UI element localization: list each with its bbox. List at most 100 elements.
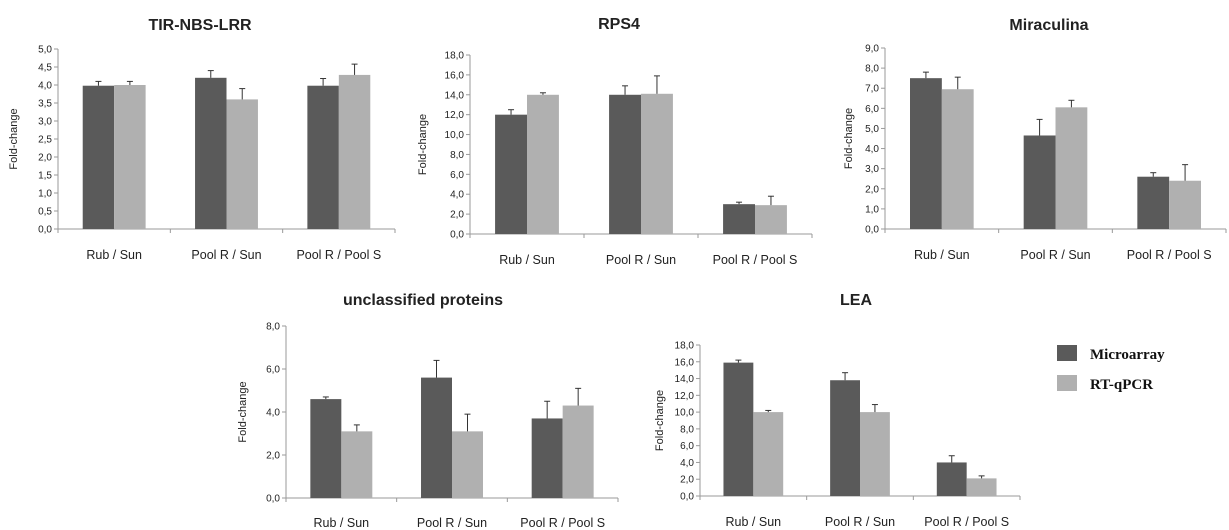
chart-panel-miraculina: Miraculina Fold-change 0,0 1,0 2,0 3,0 4,0 5,0 6… (843, 17, 1227, 262)
x-category-label: Pool R / Sun (606, 253, 676, 267)
y-tick-label: 14,0 (675, 374, 695, 385)
y-tick-label: 6,0 (865, 104, 879, 115)
bar-rtqpcr (338, 74, 371, 229)
bar-microarray (723, 362, 754, 496)
y-axis-label: Fold-change (843, 108, 855, 169)
y-tick-label: 8,0 (865, 64, 879, 75)
bar-microarray (723, 204, 755, 234)
chart-title: unclassified proteins (343, 292, 503, 309)
y-tick-label: 0,0 (680, 492, 694, 503)
y-axis-label: Fold-change (654, 390, 666, 451)
bar-microarray (936, 462, 967, 496)
chart-panel-rps4: RPS4 Fold-change 0,0 2,0 4,0 6,0 8,0 10,0 12,0 14… (417, 16, 813, 267)
y-tick-label: 3,5 (38, 99, 52, 110)
y-axis-label: Fold-change (8, 108, 20, 169)
y-tick-label: 6,0 (450, 170, 464, 181)
bar-rtqpcr (452, 431, 483, 498)
y-tick-label: 3,0 (38, 117, 52, 128)
bar-microarray (1137, 176, 1170, 229)
y-tick-label: 3,0 (865, 164, 879, 175)
y-tick-label: 0,0 (38, 225, 52, 236)
bar-rtqpcr (562, 405, 594, 498)
y-tick-label: 0,0 (865, 225, 879, 236)
x-category-label: Rub / Sun (914, 248, 970, 262)
panels: TIR-NBS-LRR Fold-change 0,0 0,5 1,0 1,5 2,0 2,5… (8, 16, 1227, 530)
bar-rtqpcr (226, 99, 258, 230)
y-tick-label: 5,0 (865, 124, 879, 135)
x-category-label: Pool R / Sun (417, 516, 487, 530)
bar-microarray (495, 114, 527, 234)
y-tick-label: 2,5 (38, 135, 52, 146)
y-tick-label: 7,0 (865, 84, 879, 95)
x-category-label: Rub / Sun (499, 253, 555, 267)
y-tick-label: 18,0 (675, 341, 695, 352)
bar-microarray (531, 418, 563, 498)
y-tick-label: 5,0 (38, 45, 52, 56)
y-tick-label: 2,0 (266, 451, 280, 462)
x-category-label: Pool R / Sun (1020, 248, 1090, 262)
legend-swatch-rtqpcr (1057, 375, 1077, 391)
y-tick-label: 16,0 (445, 70, 465, 81)
y-axis-label: Fold-change (237, 381, 249, 442)
legend-label-microarray: Microarray (1090, 347, 1165, 363)
x-category-label: Pool R / Pool S (1127, 248, 1212, 262)
chart-panel-tir-nbs-lrr: TIR-NBS-LRR Fold-change 0,0 0,5 1,0 1,5 2,0 2,5… (8, 17, 396, 262)
y-tick-label: 12,0 (675, 391, 695, 402)
y-axis-label: Fold-change (417, 114, 429, 175)
y-tick-label: 8,0 (266, 322, 280, 333)
y-tick-label: 16,0 (675, 357, 695, 368)
y-tick-label: 2,0 (680, 475, 694, 486)
bar-rtqpcr (753, 412, 784, 496)
bar-rtqpcr (941, 89, 974, 229)
y-tick-label: 12,0 (445, 110, 465, 121)
bar-microarray (310, 399, 342, 498)
y-tick-label: 14,0 (445, 90, 465, 101)
x-category-label: Pool R / Pool S (520, 516, 605, 530)
bar-microarray (910, 78, 942, 230)
y-tick-label: 6,0 (680, 441, 694, 452)
bar-rtqpcr (755, 205, 787, 234)
bar-rtqpcr (1055, 107, 1088, 229)
y-tick-label: 2,0 (865, 184, 879, 195)
bar-rtqpcr (341, 431, 373, 498)
y-tick-label: 4,0 (865, 144, 879, 155)
y-tick-label: 10,0 (445, 130, 465, 141)
y-tick-label: 9,0 (865, 44, 879, 55)
x-category-label: Pool R / Pool S (713, 253, 798, 267)
y-tick-label: 0,0 (266, 494, 280, 505)
bar-rtqpcr (1169, 180, 1201, 229)
x-category-label: Pool R / Pool S (924, 515, 1009, 529)
y-tick-label: 8,0 (680, 424, 694, 435)
y-tick-label: 4,0 (38, 81, 52, 92)
y-tick-label: 6,0 (266, 365, 280, 376)
bar-rtqpcr (860, 412, 890, 496)
bar-rtqpcr (966, 478, 997, 496)
y-tick-label: 1,0 (865, 204, 879, 215)
x-category-label: Rub / Sun (726, 515, 782, 529)
y-tick-label: 4,0 (680, 458, 694, 469)
bar-microarray (421, 377, 452, 498)
y-tick-label: 0,5 (38, 207, 52, 218)
bar-microarray (82, 85, 115, 229)
chart-title: Miraculina (1009, 17, 1088, 34)
bar-rtqpcr (527, 94, 559, 235)
y-tick-label: 10,0 (675, 408, 695, 419)
bar-microarray (609, 94, 641, 235)
y-tick-label: 18,0 (445, 51, 465, 62)
chart-title: RPS4 (598, 16, 640, 33)
legend: Microarray RT-qPCR (1057, 345, 1165, 393)
bar-microarray (830, 380, 860, 496)
y-tick-label: 1,5 (38, 171, 52, 182)
bar-rtqpcr (641, 93, 673, 235)
y-tick-label: 4,0 (450, 190, 464, 201)
y-tick-label: 8,0 (450, 150, 464, 161)
y-tick-label: 4,0 (266, 408, 280, 419)
x-category-label: Rub / Sun (314, 516, 370, 530)
y-tick-label: 1,0 (38, 189, 52, 200)
y-tick-label: 2,0 (450, 210, 464, 221)
chart-panel-lea: LEA Fold-change 0,0 2,0 4,0 6,0 8,0 10,0 12,0 14,… (654, 292, 1021, 529)
bar-microarray (1023, 135, 1056, 229)
legend-swatch-microarray (1057, 345, 1077, 361)
x-category-label: Pool R / Sun (191, 248, 261, 262)
